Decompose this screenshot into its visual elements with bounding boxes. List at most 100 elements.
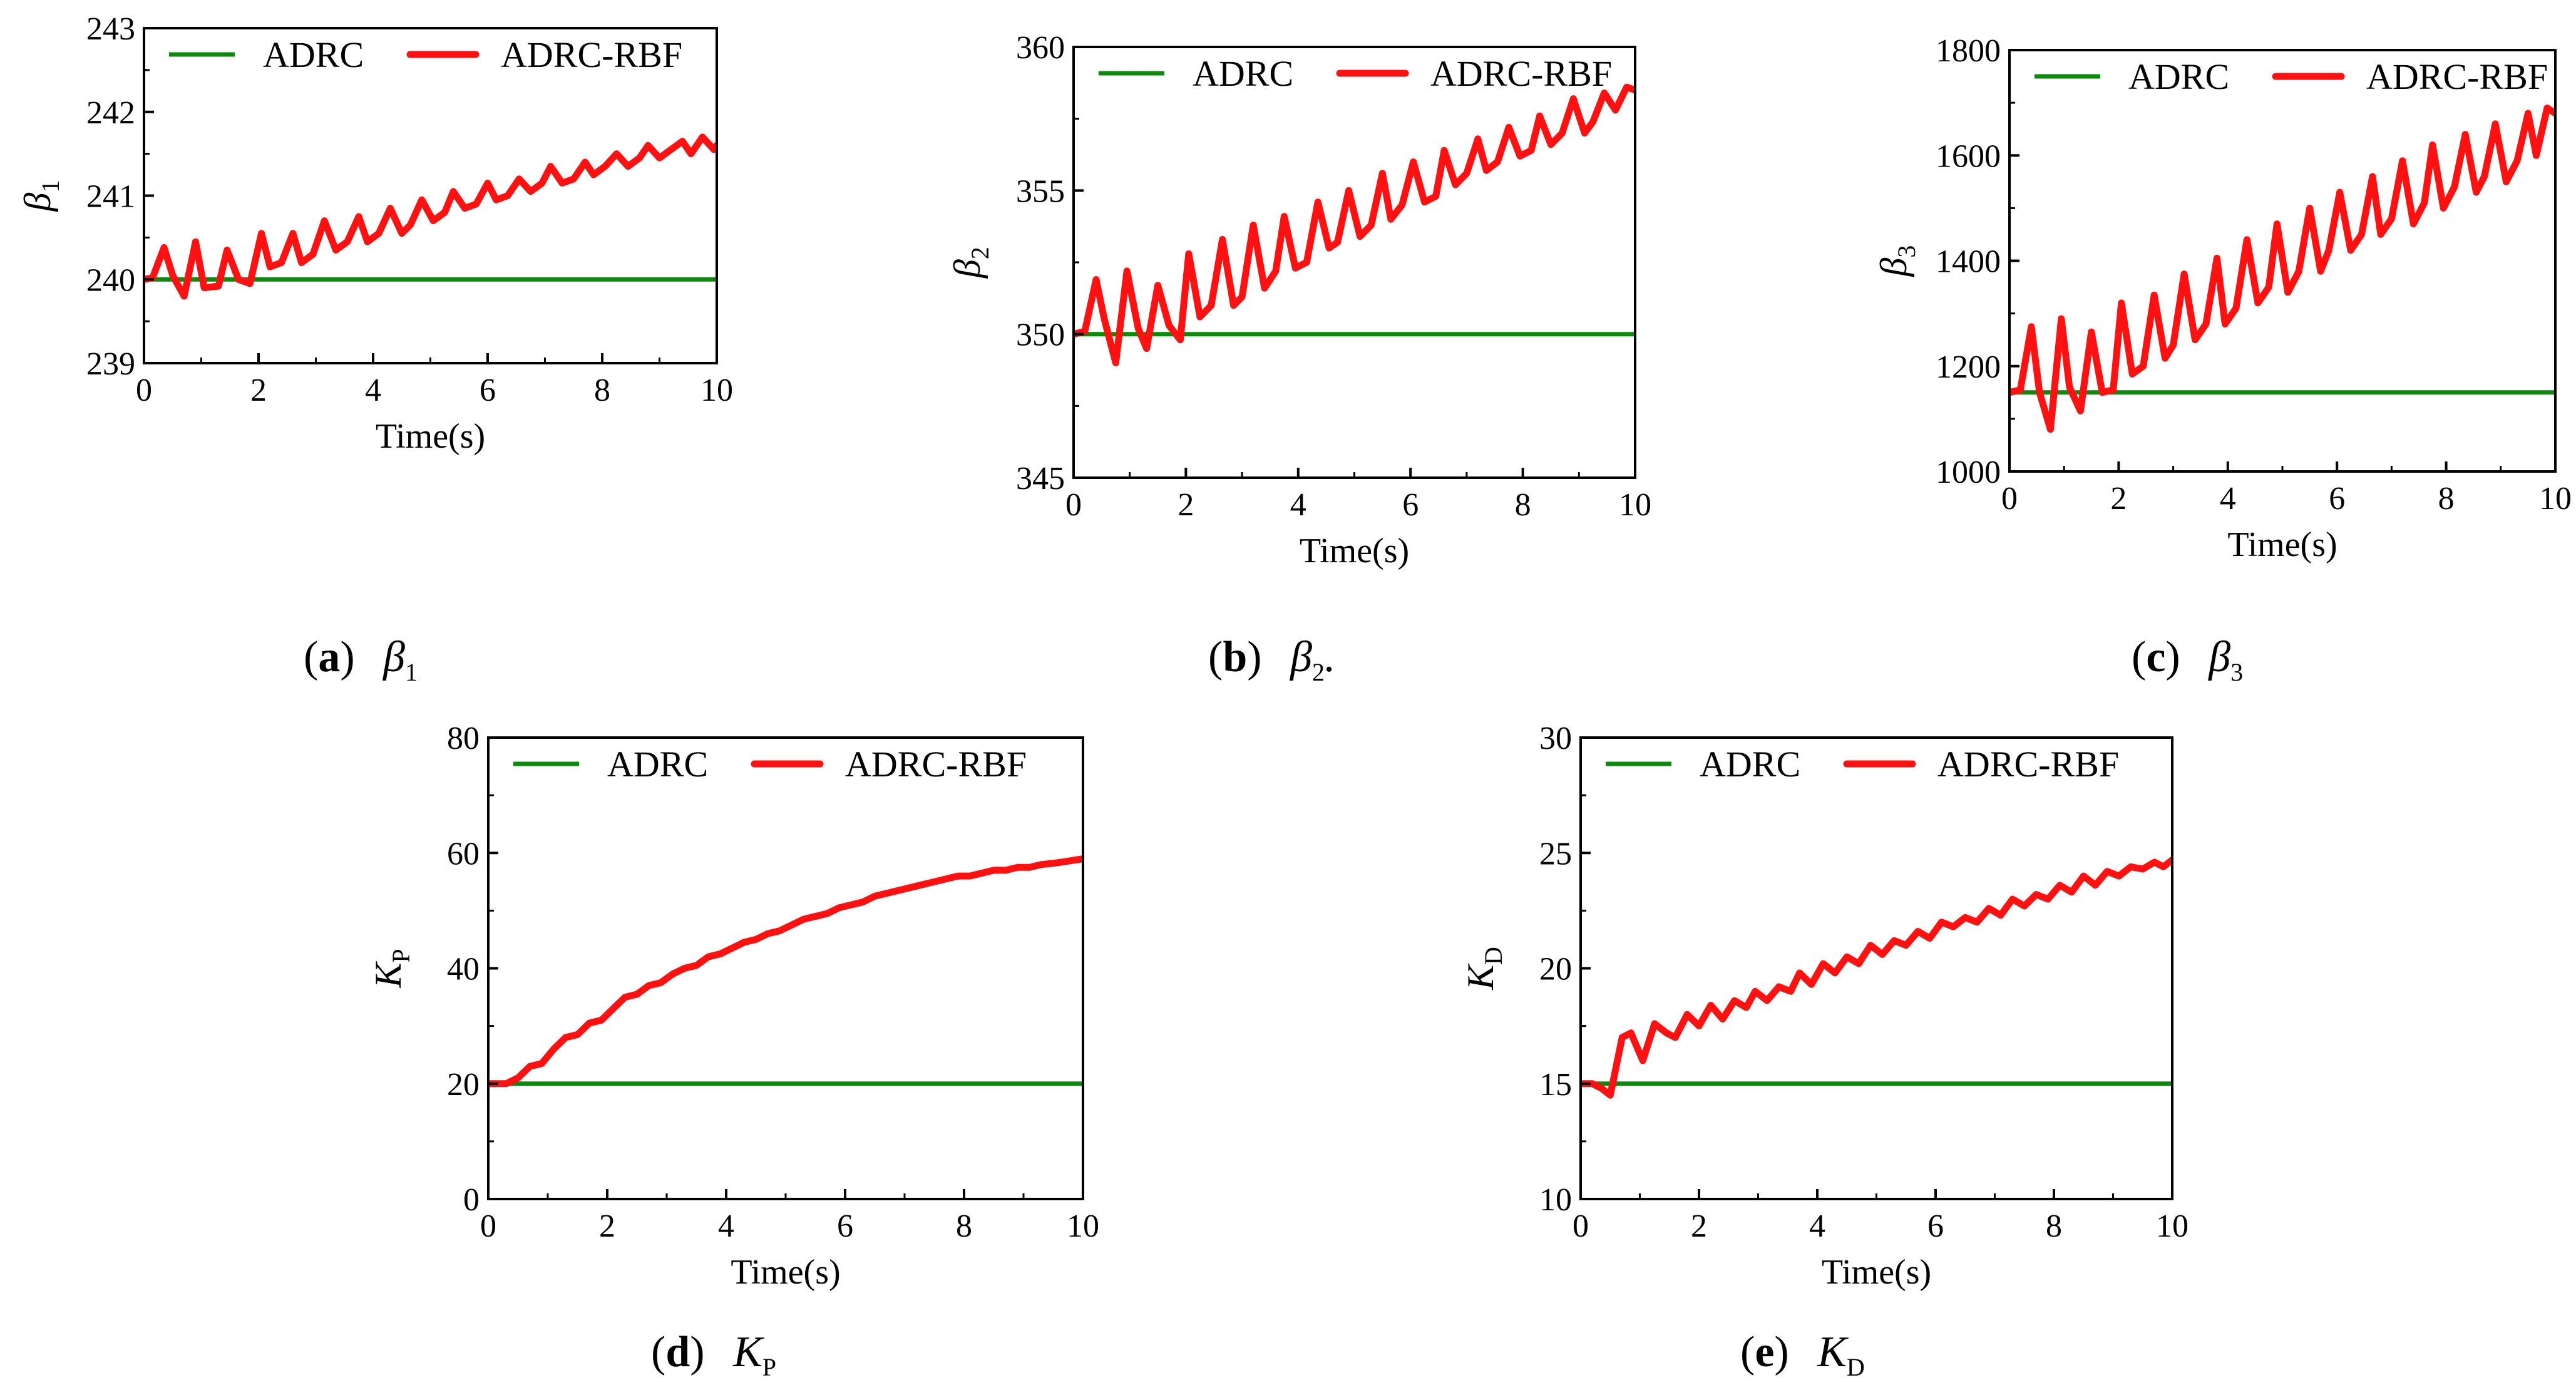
x-tick-label: 0 — [480, 1208, 496, 1244]
legend-label-adrc-rbf: ADRC-RBF — [1937, 744, 2119, 785]
y-axis-symbol: β — [1873, 257, 1914, 277]
legend-label-adrc: ADRC — [1193, 53, 1293, 94]
y-tick-label: 345 — [1016, 461, 1065, 497]
x-tick-label: 0 — [136, 373, 152, 408]
legend-label-adrc: ADRC — [1700, 744, 1800, 785]
caption-subscript: P — [762, 1353, 777, 1381]
y-axis-subscript: D — [1479, 947, 1507, 965]
x-tick-label: 0 — [1065, 487, 1082, 523]
x-tick-label: 8 — [2046, 1208, 2062, 1244]
x-axis-label: Time(s) — [376, 417, 485, 456]
y-tick-label: 239 — [86, 346, 135, 382]
x-axis-label: Time(s) — [731, 1253, 840, 1292]
y-tick-label: 0 — [463, 1182, 480, 1218]
y-tick-label: 20 — [1539, 952, 1572, 987]
y-axis-symbol: β — [17, 192, 58, 212]
caption-symbol: K — [733, 1328, 762, 1376]
y-tick-label: 240 — [86, 262, 135, 298]
y-axis-label: β2 — [947, 247, 994, 279]
plot-frame — [1579, 736, 2173, 1200]
caption-d: (d) KP — [651, 1328, 777, 1381]
caption-a: (a) β1 — [304, 633, 418, 686]
y-tick-label: 80 — [447, 721, 480, 756]
y-tick-label: 25 — [1539, 836, 1572, 872]
caption-subscript: 3 — [2230, 658, 2244, 686]
series-line-adrc-rbf — [1581, 856, 2172, 1099]
x-tick-label: 2 — [250, 373, 267, 408]
caption-symbol: β — [383, 633, 405, 681]
y-tick-label: 242 — [86, 95, 135, 131]
y-tick-label: 243 — [86, 11, 135, 47]
x-tick-label: 10 — [1619, 487, 1651, 523]
y-tick-label: 1800 — [1936, 33, 2001, 69]
y-axis-subscript: 3 — [1892, 245, 1921, 258]
caption-letter: e — [1755, 1328, 1775, 1376]
x-tick-label: 8 — [956, 1208, 972, 1244]
x-tick-label: 6 — [1927, 1208, 1944, 1244]
caption-letter: a — [318, 633, 341, 681]
y-axis-symbol: K — [367, 961, 409, 989]
legend-label-adrc-rbf: ADRC-RBF — [1430, 53, 1612, 94]
x-tick-label: 6 — [2329, 481, 2345, 517]
series-line-adrc-rbf — [488, 855, 1083, 1088]
x-tick-label: 2 — [2110, 481, 2127, 517]
y-tick-label: 355 — [1016, 173, 1065, 209]
caption-b: (b) β2. — [1208, 633, 1336, 686]
y-tick-label: 1000 — [1936, 455, 2001, 490]
legend-label-adrc-rbf: ADRC-RBF — [2366, 56, 2548, 97]
x-tick-label: 8 — [1515, 487, 1531, 523]
y-tick-label: 360 — [1016, 30, 1065, 66]
x-tick-label: 0 — [2001, 481, 2018, 517]
legend-label-adrc: ADRC — [607, 744, 708, 785]
x-axis-label: Time(s) — [1822, 1253, 1931, 1292]
caption-letter: b — [1223, 633, 1248, 681]
chart-panel-a: 0 2 4 6 8 10 239 240 241 242 243 Time(s) β1 ADRC ADRC-… — [17, 11, 733, 456]
y-tick-label: 350 — [1016, 317, 1065, 353]
caption-c: (c) β3 — [2132, 633, 2244, 686]
x-tick-label: 10 — [2156, 1208, 2189, 1244]
y-tick-label: 1200 — [1936, 349, 2001, 385]
chart-panel-c: 0 2 4 6 8 10 1000 1200 1400 1600 1800 Time(s) β3 ADRC… — [1873, 33, 2572, 564]
x-tick-label: 2 — [1178, 487, 1194, 523]
y-tick-label: 60 — [447, 836, 480, 872]
y-tick-label: 241 — [86, 179, 135, 215]
caption-suffix: . — [1324, 633, 1336, 681]
caption-subscript: 2 — [1311, 658, 1325, 686]
caption-letter: c — [2146, 633, 2166, 681]
x-tick-label: 4 — [365, 373, 381, 408]
x-tick-label: 4 — [1809, 1208, 1825, 1244]
series-line-adrc-rbf — [2009, 105, 2555, 433]
legend-label-adrc: ADRC — [2128, 56, 2229, 97]
caption-subscript: 1 — [405, 658, 418, 686]
y-tick-label: 15 — [1539, 1067, 1572, 1103]
y-axis-subscript: 1 — [36, 180, 64, 193]
x-axis-label: Time(s) — [2227, 525, 2337, 564]
x-tick-label: 6 — [480, 373, 496, 408]
x-tick-label: 6 — [1402, 487, 1419, 523]
x-tick-label: 10 — [700, 373, 733, 408]
legend-label-adrc-rbf: ADRC-RBF — [501, 34, 682, 75]
y-tick-label: 40 — [447, 952, 480, 987]
y-tick-label: 1600 — [1936, 138, 2001, 174]
y-axis-symbol: K — [1460, 963, 1501, 991]
series-line-adrc-rbf — [144, 133, 717, 300]
legend-label-adrc: ADRC — [263, 34, 364, 75]
x-tick-label: 10 — [1067, 1208, 1099, 1244]
x-tick-label: 4 — [2220, 481, 2236, 517]
y-tick-label: 30 — [1539, 721, 1572, 756]
x-tick-label: 8 — [594, 373, 610, 408]
y-tick-label: 20 — [447, 1067, 480, 1103]
caption-symbol: β — [2209, 633, 2231, 681]
x-tick-label: 2 — [599, 1208, 615, 1244]
x-tick-label: 2 — [1691, 1208, 1707, 1244]
x-tick-label: 8 — [2438, 481, 2455, 517]
legend-label-adrc-rbf: ADRC-RBF — [845, 744, 1027, 785]
x-tick-label: 4 — [718, 1208, 734, 1244]
caption-letter: d — [665, 1328, 690, 1376]
caption-symbol: β — [1290, 633, 1312, 681]
x-tick-label: 4 — [1290, 487, 1306, 523]
y-axis-symbol: β — [947, 259, 988, 279]
caption-e: (e) KD — [1740, 1328, 1865, 1381]
